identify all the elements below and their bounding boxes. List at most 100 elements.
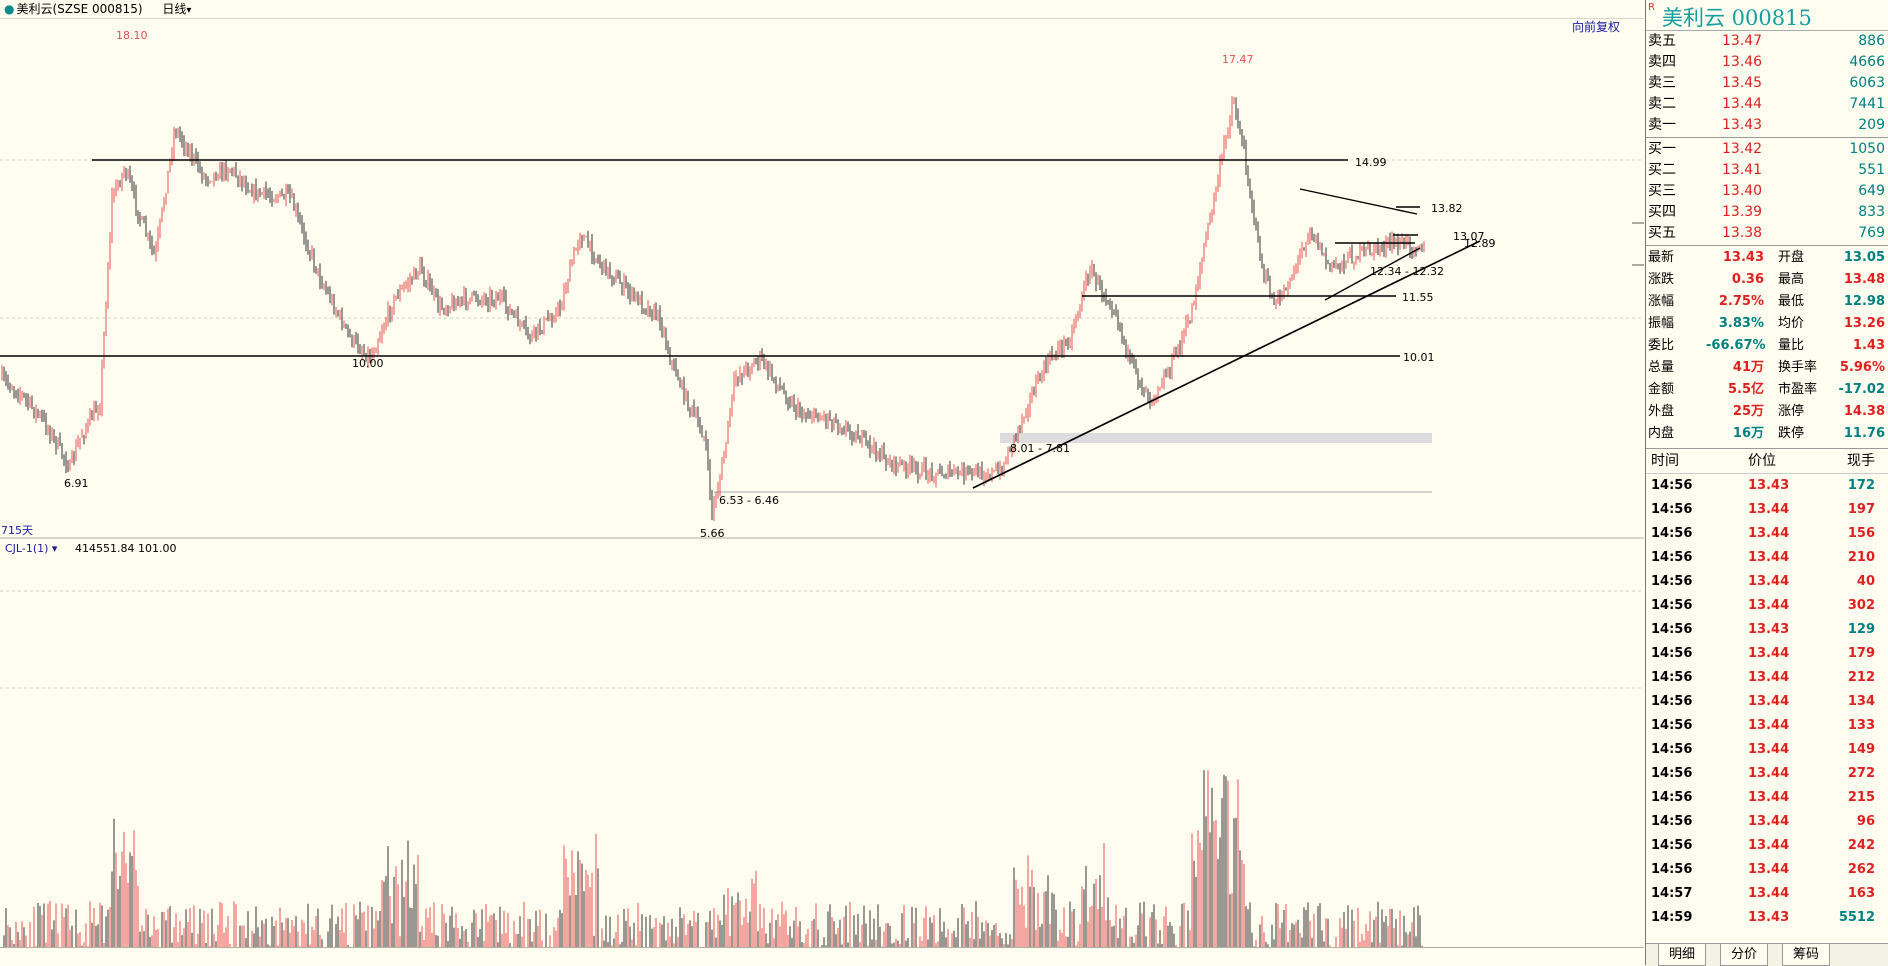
stat-value: 13.48 <box>1843 272 1885 287</box>
tab-detail[interactable]: 明细 <box>1658 944 1707 966</box>
tick-row[interactable]: 14:56 13.44 210 <box>1646 546 1888 570</box>
stat-value: 5.96% <box>1839 360 1885 375</box>
buy-label: 买五 <box>1648 225 1676 241</box>
stats-block: 最新 13.43 开盘 13.05 涨跌 0.36 最高 13.48 涨幅 2.75% 最低 12.9… <box>1646 247 1888 445</box>
tick-price: 13.44 <box>1748 838 1790 853</box>
tick-time: 14:57 <box>1651 886 1693 901</box>
tick-row[interactable]: 14:56 13.44 40 <box>1646 570 1888 594</box>
tick-row[interactable]: 14:56 13.43 172 <box>1646 474 1888 498</box>
tick-row[interactable]: 14:56 13.44 133 <box>1646 714 1888 738</box>
tick-volume: 272 <box>1847 766 1875 781</box>
stock-title[interactable]: 美利云 000815 <box>1662 6 1812 30</box>
buy-volume: 551 <box>1858 162 1885 178</box>
buy-row[interactable]: 买三 13.40 649 <box>1646 181 1888 202</box>
stat-label: 开盘 <box>1778 250 1805 265</box>
tick-row[interactable]: 14:56 13.44 156 <box>1646 522 1888 546</box>
buy-row[interactable]: 买五 13.38 769 <box>1646 223 1888 244</box>
tick-volume: 262 <box>1847 862 1875 877</box>
tick-row[interactable]: 14:56 13.44 242 <box>1646 834 1888 858</box>
buy-row[interactable]: 买一 13.42 1050 <box>1646 139 1888 160</box>
sell-row[interactable]: 卖一 13.43 209 <box>1646 115 1888 136</box>
price-annotation: 11.55 <box>1402 291 1434 304</box>
stat-label: 总量 <box>1648 360 1675 375</box>
adjust-mode-label[interactable]: 向前复权 <box>1572 20 1621 34</box>
stat-row: 外盘 25万 涨停 14.38 <box>1646 401 1888 423</box>
stat-value: 1.43 <box>1852 338 1885 353</box>
tick-price: 13.44 <box>1748 790 1790 805</box>
sell-row[interactable]: 卖三 13.45 6063 <box>1646 73 1888 94</box>
price-annotation: 5.66 <box>700 527 725 540</box>
tick-row[interactable]: 14:56 13.44 215 <box>1646 786 1888 810</box>
buy-volume: 833 <box>1858 204 1885 220</box>
ticks-header-time: 时间 <box>1651 453 1679 469</box>
buy-volume: 769 <box>1858 225 1885 241</box>
tick-time: 14:56 <box>1651 694 1693 709</box>
buy-row[interactable]: 买二 13.41 551 <box>1646 160 1888 181</box>
sell-row[interactable]: 卖四 13.46 4666 <box>1646 52 1888 73</box>
tick-time: 14:56 <box>1651 790 1693 805</box>
tick-row[interactable]: 14:56 13.44 302 <box>1646 594 1888 618</box>
sell-label: 卖五 <box>1648 33 1676 49</box>
stat-row: 最新 13.43 开盘 13.05 <box>1646 247 1888 269</box>
tick-row[interactable]: 14:56 13.44 262 <box>1646 858 1888 882</box>
period-label: 日线 <box>162 2 187 16</box>
buy-price: 13.41 <box>1722 162 1763 178</box>
tick-price: 13.44 <box>1748 598 1790 613</box>
chart-header-bar: ● 美利云(SZSE 000815) 日线▾ <box>0 0 1644 19</box>
tick-row[interactable]: 14:57 13.44 163 <box>1646 882 1888 906</box>
tick-time: 14:56 <box>1651 766 1693 781</box>
tick-price: 13.44 <box>1748 502 1790 517</box>
kline-chart[interactable]: 18.10 17.47 14.99 13.82 13.07 12.89 12.34 - 12… <box>0 18 1644 963</box>
sell-price: 13.47 <box>1722 33 1763 49</box>
trendline-lower <box>1324 247 1421 301</box>
tick-price: 13.44 <box>1748 766 1790 781</box>
tick-row[interactable]: 14:56 13.44 197 <box>1646 498 1888 522</box>
ticks-list[interactable]: 14:56 13.43 172 14:56 13.44 197 14:56 13.44 156 1… <box>1646 474 1888 930</box>
tick-time: 14:56 <box>1651 526 1693 541</box>
tick-price: 13.44 <box>1748 718 1790 733</box>
buy-price: 13.42 <box>1722 141 1763 157</box>
tick-volume: 149 <box>1847 742 1875 757</box>
tick-row[interactable]: 14:56 13.44 149 <box>1646 738 1888 762</box>
tick-volume: 40 <box>1856 574 1875 589</box>
tick-price: 13.44 <box>1748 694 1790 709</box>
tick-volume: 212 <box>1847 670 1875 685</box>
tick-time: 14:56 <box>1651 598 1693 613</box>
tick-price: 13.44 <box>1748 550 1790 565</box>
sell-book: 卖五 13.47 886 卖四 13.46 4666 卖三 13.45 6063 卖二 13.44 7… <box>1646 31 1888 136</box>
stat-label: 涨跌 <box>1648 272 1675 287</box>
stat-value: 11.76 <box>1843 426 1885 441</box>
stat-value: -66.67% <box>1706 338 1766 353</box>
tick-row[interactable]: 14:56 13.44 134 <box>1646 690 1888 714</box>
stat-value: 3.83% <box>1718 316 1764 331</box>
tick-row[interactable]: 14:56 13.44 272 <box>1646 762 1888 786</box>
tick-volume: 134 <box>1847 694 1875 709</box>
tick-row[interactable]: 14:56 13.44 212 <box>1646 666 1888 690</box>
divider <box>1646 245 1888 246</box>
tick-time: 14:59 <box>1651 910 1693 925</box>
ticks-header-price: 价位 <box>1748 453 1776 469</box>
tick-volume: 156 <box>1847 526 1875 541</box>
stat-row: 涨跌 0.36 最高 13.48 <box>1646 269 1888 291</box>
price-annotation: 13.07 <box>1453 230 1485 243</box>
tick-row[interactable]: 14:56 13.44 179 <box>1646 642 1888 666</box>
stat-label: 金额 <box>1648 382 1675 397</box>
tick-row[interactable]: 14:59 13.43 5512 <box>1646 906 1888 930</box>
tick-time: 14:56 <box>1651 718 1693 733</box>
sell-row[interactable]: 卖二 13.44 7441 <box>1646 94 1888 115</box>
trendline-upper <box>1299 188 1418 215</box>
tab-chips[interactable]: 筹码 <box>1782 944 1831 966</box>
buy-row[interactable]: 买四 13.39 833 <box>1646 202 1888 223</box>
sell-row[interactable]: 卖五 13.47 886 <box>1646 31 1888 52</box>
period-selector[interactable]: 日线▾ <box>162 2 191 16</box>
tick-row[interactable]: 14:56 13.43 129 <box>1646 618 1888 642</box>
tick-row[interactable]: 14:56 13.44 96 <box>1646 810 1888 834</box>
tick-time: 14:56 <box>1651 622 1693 637</box>
tick-time: 14:56 <box>1651 862 1693 877</box>
tick-price: 13.44 <box>1748 646 1790 661</box>
r-mark: R <box>1648 2 1655 13</box>
tab-price-dist[interactable]: 分价 <box>1720 944 1769 966</box>
stock-label[interactable]: 美利云(SZSE 000815) <box>16 2 143 16</box>
buy-book: 买一 13.42 1050 买二 13.41 551 买三 13.40 649 买四 13.39 83… <box>1646 139 1888 244</box>
